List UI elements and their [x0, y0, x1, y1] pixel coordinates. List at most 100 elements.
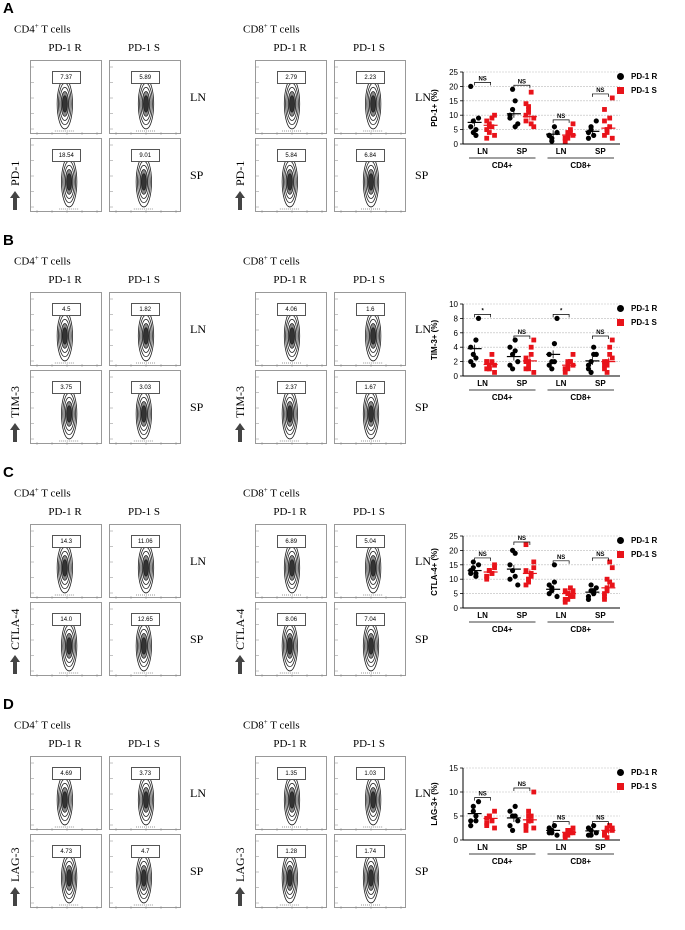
data-point-r: [512, 98, 518, 104]
facs-plot: 4.7: [109, 834, 181, 909]
data-point-r: [512, 337, 518, 343]
data-point-s: [523, 112, 529, 118]
data-point-s: [526, 579, 531, 585]
legend-label: PD-1 R: [631, 768, 658, 777]
data-point-s: [562, 596, 568, 602]
legend-label: PD-1 S: [631, 318, 657, 327]
axis-arrow-icon: [238, 894, 242, 906]
data-point-s: [565, 596, 571, 602]
significance-label: *: [560, 308, 563, 314]
data-point-s: [486, 130, 492, 135]
data-point-r: [473, 570, 479, 577]
data-point-s: [526, 359, 531, 364]
gate-value: 5.89: [130, 71, 160, 84]
facs-plot: 4.5: [30, 292, 102, 367]
data-point-s: [607, 115, 613, 121]
data-point-s: [531, 370, 537, 375]
data-point-r: [507, 823, 513, 829]
data-point-s: [528, 344, 534, 350]
y-axis-label: CTLA-4+ (%): [430, 548, 439, 596]
data-point-r: [546, 132, 552, 138]
facs-plot: 3.73: [109, 756, 181, 831]
row-label: SP: [190, 632, 204, 646]
gate-value: 1.35: [276, 767, 306, 780]
data-point-r: [509, 106, 516, 113]
significance-bracket: [592, 557, 609, 561]
data-point-s: [562, 599, 568, 605]
y-axis-label: TIM-3+ (%): [430, 320, 439, 361]
group-label: CD4+: [492, 161, 513, 170]
square-marker-icon: [617, 783, 624, 791]
arrow-head-icon: [235, 423, 245, 430]
arrow-head-icon: [10, 423, 20, 430]
row-label: LN: [190, 554, 206, 568]
facs-plot: 7.37: [30, 60, 102, 135]
circle-marker-icon: [617, 305, 624, 313]
axis-arrow-icon: [13, 198, 17, 210]
data-point-s: [526, 818, 531, 824]
data-point-s: [492, 808, 497, 814]
significance-label: NS: [596, 330, 604, 336]
facs-plot: 1.74: [334, 834, 406, 909]
significance-label: NS: [478, 76, 486, 82]
marker-axis-label: PD-1: [8, 160, 22, 186]
data-point-s: [528, 818, 534, 824]
data-point-r: [475, 315, 482, 321]
data-point-s: [528, 121, 534, 127]
contour-plot: [110, 144, 177, 213]
marker-axis-label: TIM-3: [8, 386, 22, 418]
data-point-s: [609, 582, 615, 588]
data-point-r: [473, 818, 479, 824]
contour-plot: [335, 608, 402, 677]
data-point-s: [604, 370, 610, 375]
x-tick-label: LN: [477, 147, 488, 156]
data-point-s: [523, 823, 529, 828]
data-point-s: [609, 95, 615, 101]
data-point-s: [484, 573, 490, 579]
group-label: CD8+: [570, 625, 591, 634]
significance-label: NS: [518, 782, 526, 788]
gate-value: 1.28: [276, 845, 306, 858]
significance-bracket: [552, 560, 570, 564]
facs-plot: 1.6: [334, 292, 406, 367]
data-point-r: [593, 118, 599, 124]
y-tick-label: 0: [454, 604, 459, 613]
data-point-s: [484, 366, 490, 372]
column-title: PD-1 S: [127, 42, 161, 54]
data-point-s: [570, 352, 576, 357]
data-point-r: [468, 124, 474, 130]
group-title: CD8+ T cells: [243, 254, 300, 268]
x-tick-label: SP: [595, 379, 606, 388]
data-point-s: [489, 124, 495, 130]
data-point-s: [531, 559, 537, 565]
figure-panel-d: D CD4+ T cells CD8+ T cells PD-1 R PD-1 S 4.6…: [0, 696, 685, 928]
column-title: PD-1 R: [273, 506, 307, 518]
gate-value: 1.67: [355, 381, 385, 394]
data-point-r: [509, 827, 516, 833]
group-label: CD4+: [492, 857, 513, 866]
data-point-s: [565, 366, 571, 372]
data-point-r: [509, 86, 516, 92]
data-point-s: [489, 571, 495, 576]
facs-plot: 14.3: [30, 524, 102, 599]
gate-value: 4.7: [130, 845, 160, 858]
data-point-s: [570, 588, 576, 594]
data-point-s: [565, 130, 571, 135]
data-point-s: [492, 362, 497, 368]
marker-axis-label: CTLA-4: [233, 608, 247, 650]
x-tick-label: SP: [517, 379, 528, 388]
gate-value: 9.01: [130, 149, 160, 162]
facs-plot: 1.35: [255, 756, 327, 831]
data-point-r: [585, 135, 592, 141]
significance-bracket: [592, 93, 609, 97]
data-point-r: [509, 547, 516, 553]
gate-value: 8.06: [276, 613, 306, 626]
data-point-s: [526, 813, 531, 819]
axis-arrow-icon: [13, 662, 17, 674]
significance-bracket: [513, 787, 531, 791]
data-point-s: [602, 591, 607, 596]
contour-plot: [335, 376, 402, 445]
facs-plot: 6.84: [334, 138, 406, 213]
x-tick-label: LN: [556, 611, 567, 620]
data-point-s: [609, 565, 615, 571]
